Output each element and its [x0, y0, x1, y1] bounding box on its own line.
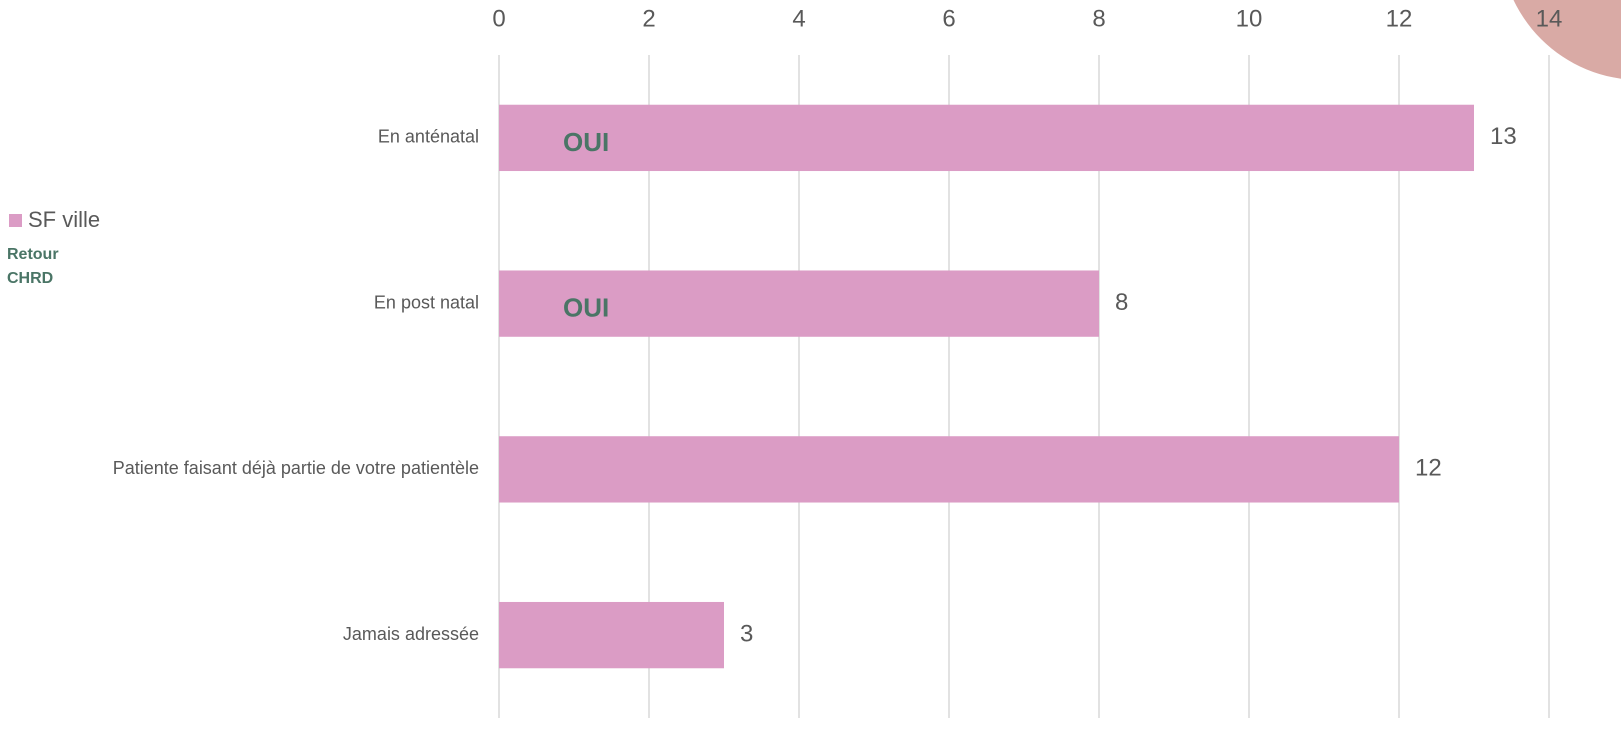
x-tick-label: 10 [1236, 5, 1263, 32]
legend-note: CHRD [7, 270, 53, 287]
data-label: 8 [1115, 289, 1128, 316]
y-tick-label: Jamais adressée [343, 624, 479, 644]
annotation: OUI [563, 127, 609, 157]
x-tick-label: 4 [792, 5, 805, 32]
x-tick-label: 0 [492, 5, 505, 32]
data-label: 12 [1415, 455, 1442, 482]
x-tick-label: 12 [1386, 5, 1413, 32]
legend-swatch [9, 214, 22, 227]
y-tick-label: En post natal [374, 292, 479, 312]
data-label: 3 [740, 620, 753, 647]
bar [499, 602, 724, 668]
legend-label: SF ville [28, 207, 100, 232]
x-tick-label: 14 [1536, 5, 1563, 32]
bar [499, 105, 1474, 171]
data-label: 13 [1490, 123, 1517, 150]
x-tick-label: 2 [642, 5, 655, 32]
x-tick-label: 8 [1092, 5, 1105, 32]
bar [499, 436, 1399, 502]
x-tick-label: 6 [942, 5, 955, 32]
y-tick-label: En anténatal [378, 127, 479, 147]
y-tick-label: Patiente faisant déjà partie de votre pa… [113, 458, 479, 478]
legend-note: Retour [7, 246, 59, 263]
annotation: OUI [563, 293, 609, 323]
chart: 0 2 4 6 8 10 12 14 En anténatal 13 En post natal 8 P… [0, 0, 1621, 743]
